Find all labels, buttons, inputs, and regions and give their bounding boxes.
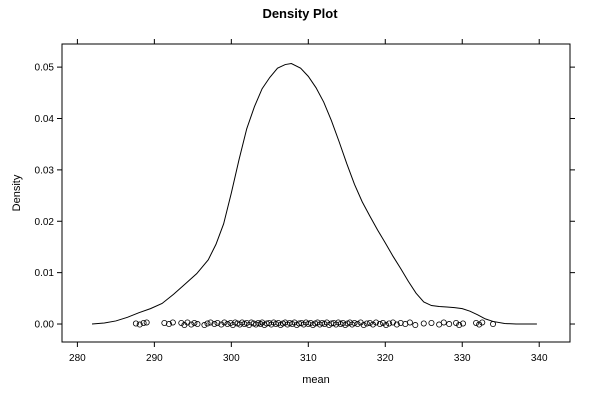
rug-point: [351, 319, 358, 326]
rug-point: [446, 321, 453, 328]
y-tick-label: 0.04: [35, 114, 55, 125]
rug-point: [204, 320, 211, 327]
density-series: [91, 62, 537, 325]
y-tick-label: 0.00: [35, 320, 55, 331]
rug-point: [473, 319, 480, 326]
rug-point: [369, 321, 376, 328]
rug-point: [218, 321, 225, 328]
rug-point: [479, 319, 486, 326]
rug-point: [178, 319, 185, 326]
x-tick-label: 280: [69, 353, 86, 364]
x-axis: 280 290 300 310 320 330 340: [69, 39, 548, 364]
x-tick-label: 330: [454, 353, 471, 364]
rug-point: [386, 320, 393, 327]
rug-point: [373, 319, 380, 326]
rug-point: [161, 319, 168, 326]
rug-points: [132, 319, 497, 329]
chart-title: Density Plot: [262, 6, 338, 21]
y-tick-label: 0.01: [35, 268, 55, 279]
rug-point: [460, 320, 467, 327]
rug-point: [397, 319, 404, 326]
rug-point: [354, 321, 361, 328]
x-tick-label: 290: [146, 353, 163, 364]
rug-point: [188, 321, 195, 328]
density-line: [91, 62, 537, 325]
rug-point: [366, 319, 373, 326]
plot-frame: [61, 43, 571, 343]
y-tick-label: 0.03: [35, 165, 55, 176]
rug-point: [221, 319, 228, 326]
rug-point: [194, 321, 201, 328]
rug-point: [224, 321, 231, 328]
rug-point: [207, 319, 214, 326]
rug-point: [169, 319, 176, 326]
rug-point: [143, 319, 150, 326]
rug-point: [201, 322, 208, 329]
rug-point: [211, 321, 218, 328]
x-tick-label: 320: [377, 353, 394, 364]
rug-point: [296, 320, 303, 327]
rug-point: [263, 320, 270, 327]
rug-point: [165, 321, 172, 328]
x-tick-label: 340: [531, 353, 548, 364]
y-axis-label: Density: [11, 174, 23, 211]
rug-point: [191, 319, 198, 326]
rug-point: [214, 319, 221, 326]
rug-point: [363, 320, 370, 327]
rug-point: [456, 322, 463, 329]
rug-point: [440, 319, 447, 326]
rug-point: [453, 319, 460, 326]
rug-point: [360, 322, 367, 329]
rug-point: [428, 319, 435, 326]
y-tick-label: 0.02: [35, 217, 55, 228]
rug-point: [383, 322, 390, 329]
rug-point: [140, 319, 147, 326]
rug-point: [476, 321, 483, 328]
x-axis-label: mean: [302, 374, 330, 386]
x-tick-label: 300: [223, 353, 240, 364]
rug-point: [376, 321, 383, 328]
rug-point: [328, 320, 335, 327]
y-axis: 0.00 0.01 0.02 0.03 0.04 0.05: [35, 63, 575, 331]
rug-point: [406, 319, 413, 326]
x-tick-label: 310: [300, 353, 317, 364]
rug-point: [393, 321, 400, 328]
rug-point: [420, 320, 427, 327]
rug-point: [136, 321, 143, 328]
rug-point: [379, 319, 386, 326]
rug-point: [257, 321, 264, 328]
y-tick-label: 0.05: [35, 63, 55, 74]
rug-point: [412, 322, 419, 329]
rug-point: [132, 320, 139, 327]
